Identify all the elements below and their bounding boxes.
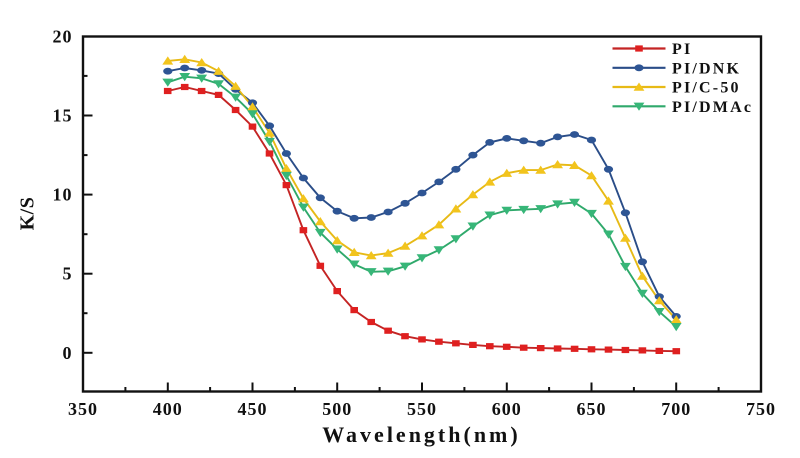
svg-text:350: 350 (68, 399, 98, 419)
svg-text:650: 650 (577, 399, 607, 419)
svg-text:750: 750 (746, 399, 776, 419)
svg-text:450: 450 (238, 399, 268, 419)
svg-text:K/S: K/S (17, 197, 39, 231)
svg-text:550: 550 (407, 399, 437, 419)
svg-text:5: 5 (63, 264, 73, 284)
svg-text:PI/C-50: PI/C-50 (672, 80, 741, 97)
svg-text:700: 700 (661, 399, 691, 419)
svg-text:PI/DNK: PI/DNK (672, 60, 741, 77)
svg-text:Wavelength(nm): Wavelength(nm) (322, 422, 520, 447)
svg-text:PI/DMAc: PI/DMAc (672, 99, 753, 116)
svg-text:0: 0 (63, 343, 73, 363)
svg-text:15: 15 (53, 106, 73, 126)
svg-text:20: 20 (53, 26, 73, 46)
svg-text:500: 500 (322, 399, 352, 419)
svg-text:600: 600 (492, 399, 522, 419)
svg-text:400: 400 (153, 399, 183, 419)
svg-text:10: 10 (53, 185, 73, 205)
svg-text:PI: PI (672, 41, 692, 58)
